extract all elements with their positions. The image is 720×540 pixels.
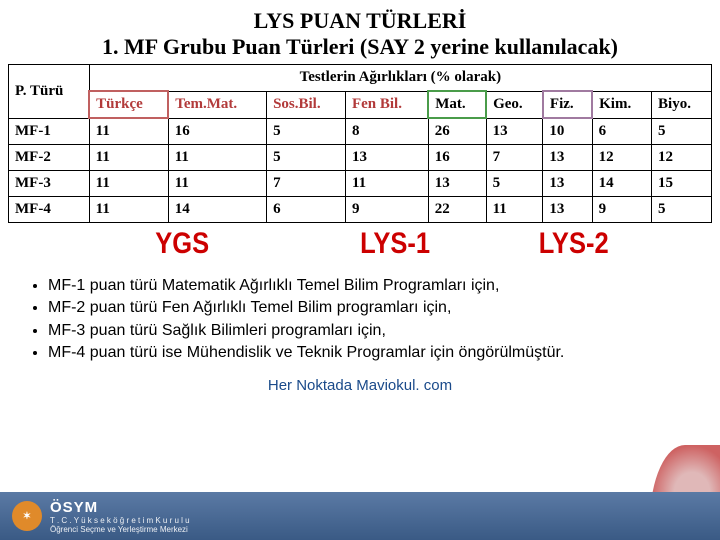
table-cell: 5 <box>652 118 712 145</box>
table-cell: 9 <box>592 197 651 223</box>
table-cell: 5 <box>267 145 346 171</box>
table-cell: 11 <box>168 145 266 171</box>
page-subtitle: 1. MF Grubu Puan Türleri (SAY 2 yerine k… <box>10 34 710 60</box>
col-geo: Geo. <box>486 91 543 118</box>
table-cell: 13 <box>486 118 543 145</box>
table-row: MF-411146922111395 <box>9 197 712 223</box>
table-cell: 5 <box>267 118 346 145</box>
table-cell: 10 <box>543 118 592 145</box>
col-kim: Kim. <box>592 91 651 118</box>
table-cell: 11 <box>89 118 168 145</box>
bullet-item: MF-4 puan türü ise Mühendislik ve Teknik… <box>48 342 708 364</box>
title-area: LYS PUAN TÜRLERİ 1. MF Grubu Puan Türler… <box>0 0 720 64</box>
group-labels: YGS LYS-1 LYS-2 <box>0 227 720 261</box>
col-temmat: Tem.Mat. <box>168 91 266 118</box>
col-rowheader: P. Türü <box>9 65 90 119</box>
table-cell: 8 <box>345 118 428 145</box>
table-cell: 16 <box>168 118 266 145</box>
table-wrap: P. Türü Testlerin Ağırlıkları (% olarak)… <box>0 64 720 223</box>
table-cell: 11 <box>345 171 428 197</box>
footer-bar: ✶ ÖSYM T . C . Y ü k s e k ö ğ r e t i m… <box>0 492 720 540</box>
row-label: MF-2 <box>9 145 90 171</box>
table-cell: 13 <box>543 197 592 223</box>
osym-logo: ✶ ÖSYM T . C . Y ü k s e k ö ğ r e t i m… <box>12 499 190 534</box>
table-row: MF-21111513167131212 <box>9 145 712 171</box>
label-lys1: LYS-1 <box>335 227 456 261</box>
osym-line2: T . C . Y ü k s e k ö ğ r e t i m K u r … <box>50 516 190 525</box>
table-cell: 13 <box>345 145 428 171</box>
weights-table: P. Türü Testlerin Ağırlıkları (% olarak)… <box>8 64 712 223</box>
table-cell: 16 <box>428 145 486 171</box>
table-cell: 11 <box>486 197 543 223</box>
osym-line3: Öğrenci Seçme ve Yerleştirme Merkezi <box>50 525 190 534</box>
table-cell: 11 <box>89 197 168 223</box>
table-cell: 6 <box>592 118 651 145</box>
table-cell: 12 <box>592 145 651 171</box>
bullet-item: MF-2 puan türü Fen Ağırlıklı Temel Bilim… <box>48 297 708 319</box>
table-cell: 11 <box>89 171 168 197</box>
bullet-item: MF-1 puan türü Matematik Ağırlıklı Temel… <box>48 275 708 297</box>
table-cell: 11 <box>168 171 266 197</box>
col-biyo: Biyo. <box>652 91 712 118</box>
table-cell: 13 <box>428 171 486 197</box>
page-title: LYS PUAN TÜRLERİ <box>10 8 710 34</box>
row-label: MF-1 <box>9 118 90 145</box>
osym-circle-icon: ✶ <box>12 501 42 531</box>
table-cell: 12 <box>652 145 712 171</box>
table-cell: 5 <box>486 171 543 197</box>
col-sosbil: Sos.Bil. <box>267 91 346 118</box>
table-cell: 6 <box>267 197 346 223</box>
table-row: MF-111165826131065 <box>9 118 712 145</box>
table-cell: 7 <box>486 145 543 171</box>
table-cell: 7 <box>267 171 346 197</box>
table-cell: 13 <box>543 171 592 197</box>
table-cell: 26 <box>428 118 486 145</box>
row-label: MF-3 <box>9 171 90 197</box>
table-cell: 13 <box>543 145 592 171</box>
osym-short: ÖSYM <box>50 499 190 516</box>
label-ygs: YGS <box>61 227 303 261</box>
col-fiz: Fiz. <box>543 91 592 118</box>
table-cell: 14 <box>592 171 651 197</box>
table-cell: 5 <box>652 197 712 223</box>
table-cell: 9 <box>345 197 428 223</box>
col-fenbil: Fen Bil. <box>345 91 428 118</box>
table-superheader: Testlerin Ağırlıkları (% olarak) <box>89 65 711 92</box>
table-cell: 15 <box>652 171 712 197</box>
table-cell: 22 <box>428 197 486 223</box>
bullet-item: MF-3 puan türü Sağlık Bilimleri programl… <box>48 320 708 342</box>
table-cell: 14 <box>168 197 266 223</box>
footer-link: Her Noktada Maviokul. com <box>0 377 720 394</box>
row-label: MF-4 <box>9 197 90 223</box>
label-lys2: LYS-2 <box>483 227 664 261</box>
col-turkce: Türkçe <box>89 91 168 118</box>
table-cell: 11 <box>89 145 168 171</box>
col-mat: Mat. <box>428 91 486 118</box>
bullets-list: MF-1 puan türü Matematik Ağırlıklı Temel… <box>0 261 720 365</box>
table-row: MF-31111711135131415 <box>9 171 712 197</box>
